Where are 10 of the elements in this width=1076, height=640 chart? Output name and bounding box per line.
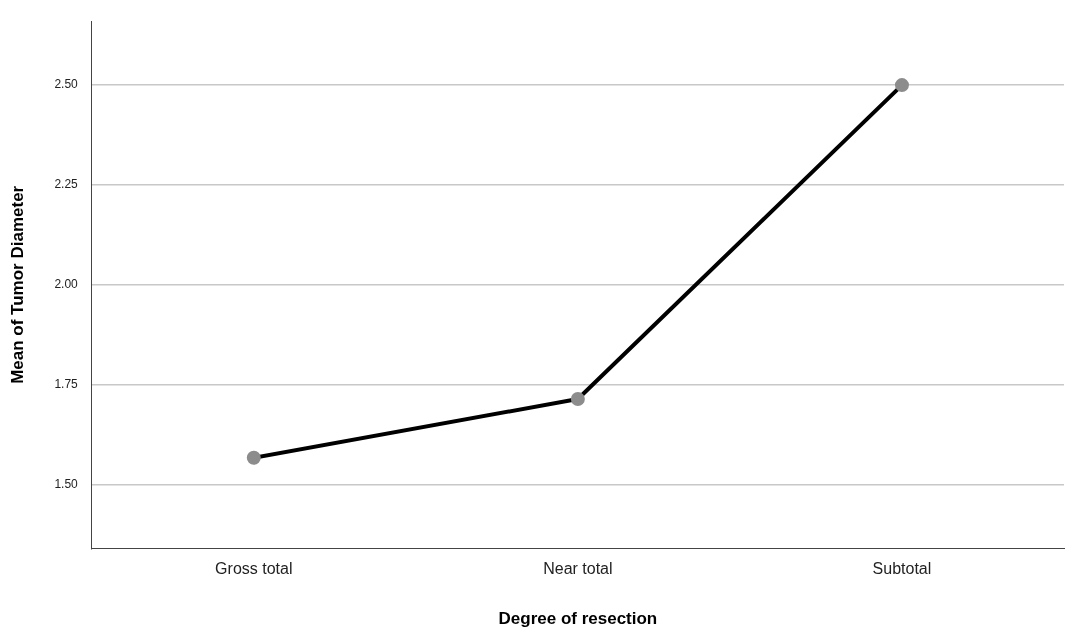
y-tick-label: 1.75 [54, 376, 79, 391]
y-tick-label: 2.25 [54, 177, 79, 192]
y-tick-label: 2.50 [54, 77, 79, 92]
x-tick-label: Gross total [215, 560, 293, 578]
y-axis-title: Mean of Tumor Diameter [7, 185, 27, 384]
x-axis-title: Degree of resection [498, 609, 658, 629]
x-tick-label: Subtotal [872, 560, 932, 578]
y-tick-label: 2.00 [54, 277, 79, 292]
y-tick-label: 1.50 [54, 476, 79, 491]
x-tick-label: Near total [543, 560, 613, 578]
